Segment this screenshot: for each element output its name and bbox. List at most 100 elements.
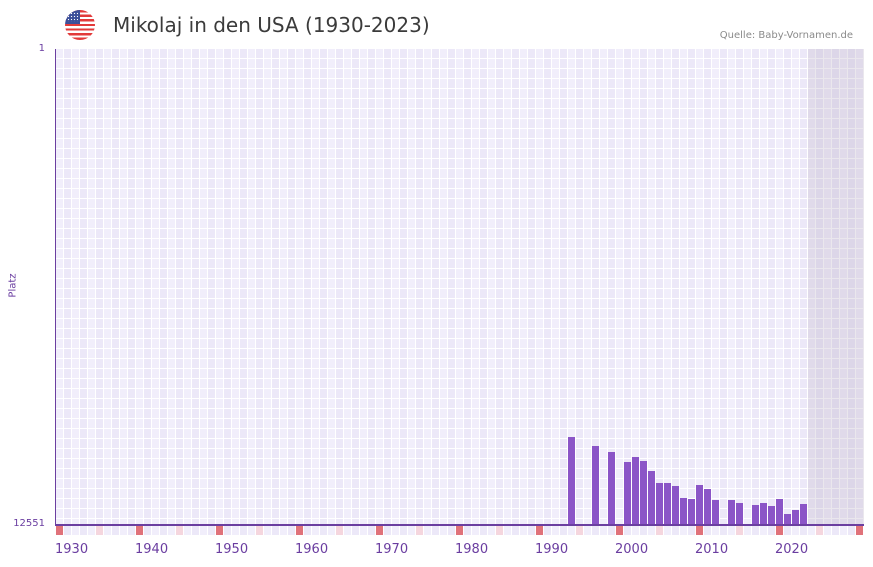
bar-2021 (784, 513, 791, 525)
year-tick-1985 (496, 526, 503, 535)
bar-2007 (672, 485, 679, 525)
year-tick-1986 (504, 526, 511, 535)
year-tick-1953 (240, 526, 247, 535)
year-tick-1970 (376, 526, 383, 535)
year-tick-1949 (208, 526, 215, 535)
year-tick-2019 (768, 526, 775, 535)
future-years-shade (808, 49, 864, 525)
x-axis-label-1960: 1960 (295, 542, 329, 557)
year-tick-1977 (432, 526, 439, 535)
year-tick-1971 (384, 526, 391, 535)
year-tick-1964 (328, 526, 335, 535)
year-tick-1967 (352, 526, 359, 535)
bar-1997 (592, 445, 599, 525)
year-tick-1990 (536, 526, 543, 535)
year-tick-1950 (216, 526, 223, 535)
year-tick-2021 (784, 526, 791, 535)
bar-2011 (704, 488, 711, 525)
year-tick-1975 (416, 526, 423, 535)
year-tick-2007 (672, 526, 679, 535)
chart-title: Mikolaj in den USA (1930-2023) (113, 13, 430, 37)
year-tick-1931 (64, 526, 71, 535)
plot-grid (56, 49, 864, 525)
year-tick-2014 (728, 526, 735, 535)
year-tick-1979 (448, 526, 455, 535)
bar-2009 (688, 498, 695, 525)
year-tick-2016 (744, 526, 751, 535)
year-tick-1960 (296, 526, 303, 535)
x-axis-label-1930: 1930 (55, 542, 89, 557)
year-tick-1940 (136, 526, 143, 535)
year-tick-2026 (824, 526, 831, 535)
year-tick-2015 (736, 526, 743, 535)
year-tick-1959 (288, 526, 295, 535)
bar-1994 (568, 436, 575, 525)
year-tick-1942 (152, 526, 159, 535)
year-tick-1936 (104, 526, 111, 535)
year-tick-1947 (192, 526, 199, 535)
year-tick-1976 (424, 526, 431, 535)
year-tick-1937 (112, 526, 119, 535)
y-axis-bottom-label: 12551 (13, 518, 45, 529)
bar-2004 (648, 470, 655, 525)
bar-2012 (712, 499, 719, 525)
bar-2005 (656, 482, 663, 525)
year-tick-2025 (816, 526, 823, 535)
year-tick-1978 (440, 526, 447, 535)
year-tick-1991 (544, 526, 551, 535)
bar-1999 (608, 451, 615, 525)
year-tick-1984 (488, 526, 495, 535)
bar-2014 (728, 499, 735, 525)
year-tick-1958 (280, 526, 287, 535)
year-tick-2023 (800, 526, 807, 535)
year-tick-1992 (552, 526, 559, 535)
year-tick-1939 (128, 526, 135, 535)
year-tick-1962 (312, 526, 319, 535)
year-tick-1983 (480, 526, 487, 535)
year-tick-2012 (712, 526, 719, 535)
year-tick-1954 (248, 526, 255, 535)
year-tick-1973 (400, 526, 407, 535)
year-tick-1951 (224, 526, 231, 535)
year-tick-1974 (408, 526, 415, 535)
year-tick-1938 (120, 526, 127, 535)
bar-2015 (736, 502, 743, 525)
year-tick-2024 (808, 526, 815, 535)
year-tick-1935 (96, 526, 103, 535)
year-tick-1987 (512, 526, 519, 535)
y-axis-title: Platz (7, 273, 19, 298)
year-tick-1997 (592, 526, 599, 535)
year-tick-1961 (304, 526, 311, 535)
year-tick-2004 (648, 526, 655, 535)
x-axis-label-2000: 2000 (615, 542, 649, 557)
year-tick-2030 (856, 526, 863, 535)
year-tick-1955 (256, 526, 263, 535)
year-tick-2011 (704, 526, 711, 535)
year-tick-1930 (56, 526, 63, 535)
year-tick-2013 (720, 526, 727, 535)
x-axis-label-1990: 1990 (535, 542, 569, 557)
year-tick-2001 (624, 526, 631, 535)
year-tick-2003 (640, 526, 647, 535)
x-axis-label-1940: 1940 (135, 542, 169, 557)
year-tick-2018 (760, 526, 767, 535)
year-tick-1993 (560, 526, 567, 535)
x-axis-label-2020: 2020 (775, 542, 809, 557)
year-tick-1932 (72, 526, 79, 535)
bar-2006 (664, 482, 671, 525)
bar-2018 (760, 502, 767, 525)
year-tick-1943 (160, 526, 167, 535)
year-tick-1968 (360, 526, 367, 535)
year-tick-1966 (344, 526, 351, 535)
year-tick-2029 (848, 526, 855, 535)
x-axis-label-1970: 1970 (375, 542, 409, 557)
year-tick-2028 (840, 526, 847, 535)
bar-2023 (800, 503, 807, 525)
year-tick-1957 (272, 526, 279, 535)
year-tick-1995 (576, 526, 583, 535)
year-tick-1948 (200, 526, 207, 535)
x-axis-label-1980: 1980 (455, 542, 489, 557)
year-tick-2027 (832, 526, 839, 535)
y-axis-line (55, 49, 56, 526)
year-tick-2002 (632, 526, 639, 535)
